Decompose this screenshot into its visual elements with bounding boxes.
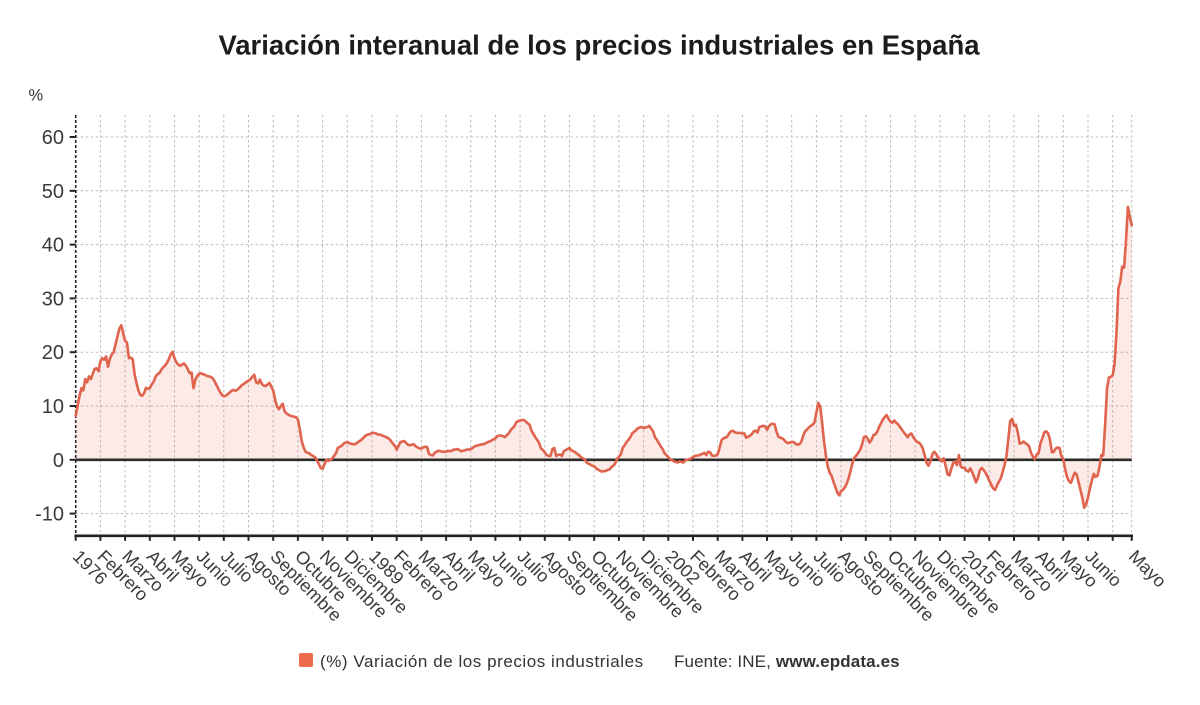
svg-text:10: 10 [42,396,64,418]
svg-text:%: % [29,87,44,105]
svg-text:60: 60 [42,127,64,149]
svg-text:50: 50 [42,181,64,203]
svg-text:30: 30 [42,288,64,310]
svg-text:(%) Variación de los precios i: (%) Variación de los precios industriale… [320,652,644,671]
svg-text:Variación interanual de los pr: Variación interanual de los precios indu… [218,30,980,61]
svg-text:40: 40 [42,235,64,257]
svg-text:0: 0 [53,450,64,472]
svg-text:20: 20 [42,342,64,364]
svg-text:Fuente: INE, www.epdata.es: Fuente: INE, www.epdata.es [674,652,900,671]
svg-text:-10: -10 [35,504,64,526]
